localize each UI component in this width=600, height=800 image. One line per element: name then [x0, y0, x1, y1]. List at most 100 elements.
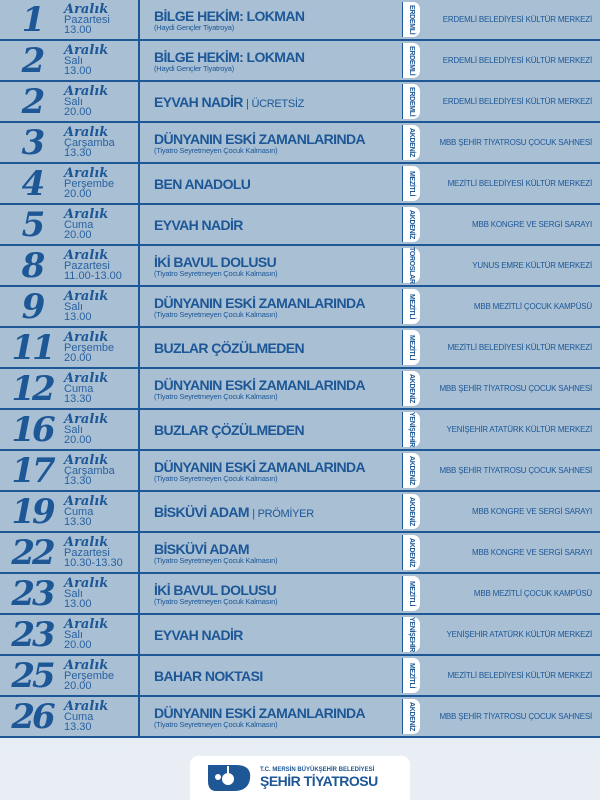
district-tag: MEZİTLİ	[402, 576, 420, 611]
month: Aralık	[64, 330, 109, 345]
event-title: BEN ANADOLU	[154, 175, 251, 192]
event-date: 22 Aralık Pazartesi 10.30-13.30	[0, 533, 140, 572]
district-tag: AKDENİZ	[402, 371, 420, 406]
district-label: YENİŞEHİR	[408, 616, 415, 653]
theatre-mask-logo-icon	[208, 765, 251, 791]
event-row: 23 Aralık Salı 13.00 İKİ BAVUL DOLUSU (T…	[0, 574, 600, 615]
event-title-cell: BAHAR NOKTASI	[140, 656, 402, 695]
district-label: AKDENİZ	[408, 701, 415, 731]
event-subtitle: (Tiyatro Seyretmeyen Çocuk Kalmasın)	[154, 555, 278, 565]
district-tag: TOROSLAR	[402, 247, 420, 284]
district-label: TOROSLAR	[408, 247, 415, 284]
venue: MBB KONGRE VE SERGİ SARAYI	[471, 220, 592, 229]
district-label: AKDENİZ	[408, 127, 415, 157]
time: 13.00	[64, 24, 92, 36]
event-row: 4 Aralık Perşembe 20.00 BEN ANADOLU MEZİ…	[0, 164, 600, 205]
event-subtitle: (Tiyatro Seyretmeyen Çocuk Kalmasın)	[154, 473, 278, 483]
weekday: Pazartesi	[64, 260, 110, 272]
logo-org: T.C. MERSİN BÜYÜKŞEHİR BELEDİYESİ	[260, 767, 375, 773]
district-tag: ERDEMLİ	[402, 2, 420, 37]
weekday: Cuma	[64, 711, 94, 723]
event-title: BİSKÜVİ ADAM	[154, 540, 250, 557]
event-row: 9 Aralık Salı 13.00 DÜNYANIN ESKİ ZAMANL…	[0, 287, 600, 328]
time: 20.00	[64, 229, 92, 241]
event-title: DÜNYANIN ESKİ ZAMANLARINDA	[154, 130, 366, 147]
district-tag: YENİŞEHİR	[402, 617, 420, 652]
venue-cell: MBB KONGRE VE SERGİ SARAYI	[420, 492, 600, 531]
district-label: YENİŞEHİR	[408, 411, 415, 448]
day-number: 11	[11, 327, 55, 368]
event-subtitle: (Tiyatro Seyretmeyen Çocuk Kalmasın)	[154, 719, 278, 729]
venue-cell: MBB ŞEHİR TİYATROSU ÇOCUK SAHNESİ	[420, 697, 600, 736]
venue-cell: MBB MEZİTLİ ÇOCUK KAMPÜSÜ	[420, 574, 600, 613]
district-label: ERDEMLİ	[408, 4, 415, 35]
event-title-cell: EYVAH NADİR	[140, 205, 402, 244]
venue-cell: ERDEMLİ BELEDİYESİ KÜLTÜR MERKEZİ	[420, 0, 600, 39]
event-title: DÜNYANIN ESKİ ZAMANLARINDA	[154, 704, 366, 721]
event-date: 23 Aralık Salı 13.00	[0, 574, 140, 613]
event-row: 23 Aralık Salı 20.00 EYVAH NADİR YENİŞEH…	[0, 615, 600, 656]
district-tag: MEZİTLİ	[402, 658, 420, 693]
time: 20.00	[64, 352, 92, 364]
venue-cell: MBB ŞEHİR TİYATROSU ÇOCUK SAHNESİ	[420, 123, 600, 162]
weekday: Salı	[64, 301, 83, 313]
weekday: Cuma	[64, 506, 94, 518]
event-date: 2 Aralık Salı 13.00	[0, 41, 140, 80]
time: 13.00	[64, 598, 92, 610]
event-title-cell: BİSKÜVİ ADAM | PRÖMİYER	[140, 492, 402, 531]
event-title: BAHAR NOKTASI	[154, 667, 263, 684]
district-label: AKDENİZ	[408, 455, 415, 485]
event-subtitle: (Tiyatro Seyretmeyen Çocuk Kalmasın)	[154, 391, 278, 401]
venue: YENİŞEHİR ATATÜRK KÜLTÜR MERKEZİ	[446, 630, 593, 639]
event-note: | PRÖMİYER	[252, 507, 314, 520]
month: Aralık	[64, 84, 109, 99]
event-title-cell: İKİ BAVUL DOLUSU (Tiyatro Seyretmeyen Ço…	[140, 574, 402, 613]
day-number: 5	[21, 204, 46, 245]
event-date: 1 Aralık Pazartesi 13.00	[0, 0, 140, 39]
event-title-cell: DÜNYANIN ESKİ ZAMANLARINDA (Tiyatro Seyr…	[140, 287, 402, 326]
district-label: AKDENİZ	[408, 537, 415, 567]
weekday: Salı	[64, 588, 83, 600]
event-title-cell: DÜNYANIN ESKİ ZAMANLARINDA (Tiyatro Seyr…	[140, 123, 402, 162]
event-row: 8 Aralık Pazartesi 11.00-13.00 İKİ BAVUL…	[0, 246, 600, 287]
event-row: 1 Aralık Pazartesi 13.00 BİLGE HEKİM: LO…	[0, 0, 600, 41]
event-title-cell: BİSKÜVİ ADAM (Tiyatro Seyretmeyen Çocuk …	[140, 533, 402, 572]
venue: MBB MEZİTLİ ÇOCUK KAMPÜSÜ	[473, 302, 592, 311]
venue: ERDEMLİ BELEDİYESİ KÜLTÜR MERKEZİ	[442, 15, 592, 24]
time: 13.30	[64, 516, 92, 528]
event-row: 19 Aralık Cuma 13.30 BİSKÜVİ ADAM | PRÖM…	[0, 492, 600, 533]
district-label: MEZİTLİ	[408, 334, 415, 361]
event-date: 19 Aralık Cuma 13.30	[0, 492, 140, 531]
time: 13.30	[64, 147, 92, 159]
event-date: 2 Aralık Salı 20.00	[0, 82, 140, 121]
event-date: 23 Aralık Salı 20.00	[0, 615, 140, 654]
time: 20.00	[64, 106, 92, 118]
logo: T.C. MERSİN BÜYÜKŞEHİR BELEDİYESİ ŞEHİR …	[190, 756, 410, 800]
time: 13.30	[64, 721, 92, 733]
day-number: 23	[11, 573, 55, 614]
month: Aralık	[64, 166, 109, 181]
venue-cell: YENİŞEHİR ATATÜRK KÜLTÜR MERKEZİ	[420, 410, 600, 449]
weekday: Salı	[64, 96, 83, 108]
event-title-cell: EYVAH NADİR | ÜCRETSİZ	[140, 82, 402, 121]
event-note: | ÜCRETSİZ	[246, 97, 305, 110]
event-title: BİLGE HEKİM: LOKMAN	[154, 7, 305, 24]
venue-cell: MEZİTLİ BELEDİYESİ KÜLTÜR MERKEZİ	[420, 328, 600, 367]
venue: MBB ŞEHİR TİYATROSU ÇOCUK SAHNESİ	[439, 712, 592, 721]
event-title-cell: DÜNYANIN ESKİ ZAMANLARINDA (Tiyatro Seyr…	[140, 697, 402, 736]
weekday: Çarşamba	[64, 465, 115, 477]
district-tag: MEZİTLİ	[402, 166, 420, 201]
venue-cell: MBB KONGRE VE SERGİ SARAYI	[420, 205, 600, 244]
weekday: Pazartesi	[64, 14, 110, 26]
month: Aralık	[64, 658, 109, 673]
time: 13.00	[64, 65, 92, 77]
weekday: Perşembe	[64, 178, 115, 190]
event-row: 22 Aralık Pazartesi 10.30-13.30 BİSKÜVİ …	[0, 533, 600, 574]
event-row: 5 Aralık Cuma 20.00 EYVAH NADİR AKDENİZ …	[0, 205, 600, 246]
district-tag: AKDENİZ	[402, 125, 420, 160]
month: Aralık	[64, 43, 109, 58]
venue-cell: ERDEMLİ BELEDİYESİ KÜLTÜR MERKEZİ	[420, 82, 600, 121]
month: Aralık	[64, 535, 109, 550]
event-title: İKİ BAVUL DOLUSU	[154, 581, 277, 598]
day-number: 8	[21, 245, 46, 286]
